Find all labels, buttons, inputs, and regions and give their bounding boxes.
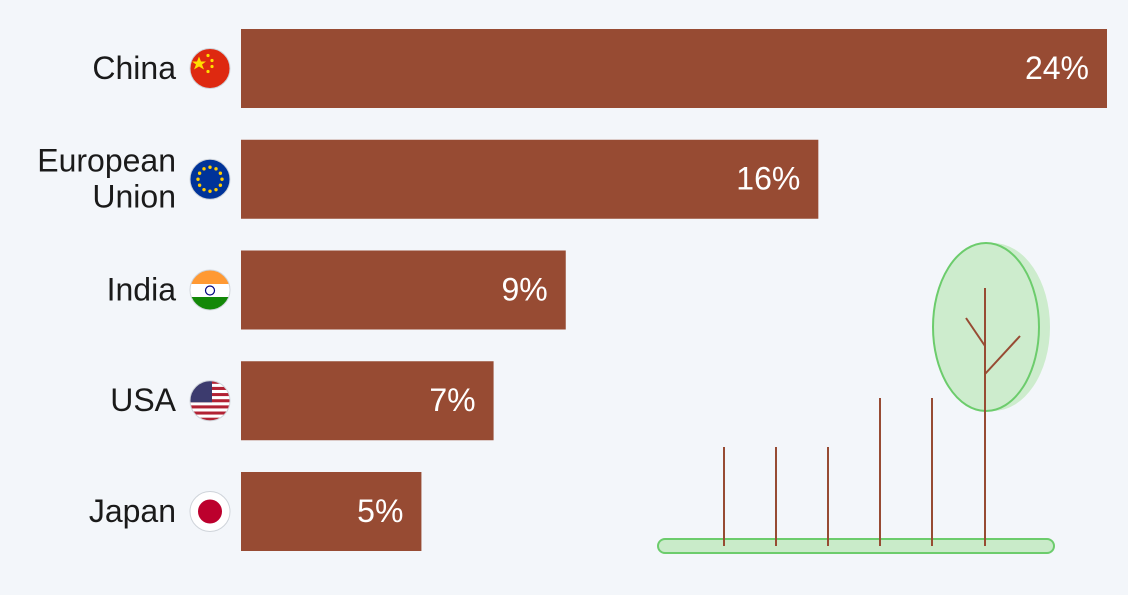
- flag-border: [189, 380, 231, 422]
- flag: [190, 491, 230, 532]
- flag-field: [190, 48, 230, 89]
- flag-star: [220, 177, 224, 181]
- flag-star: [210, 58, 214, 63]
- bar: [241, 250, 566, 330]
- flag-band: [190, 297, 230, 310]
- bar: [241, 472, 422, 551]
- category-label: European Union: [37, 143, 176, 215]
- flag-border: [189, 158, 231, 200]
- flag-star: [218, 183, 223, 187]
- flag-star: [206, 53, 210, 58]
- flag-star: [208, 189, 212, 193]
- category-label: Japan: [89, 493, 176, 529]
- flag-border: [189, 269, 231, 311]
- decoration: [657, 242, 1055, 554]
- flag: [190, 270, 230, 310]
- flag-stripe: [190, 414, 230, 418]
- flag-stripe: [190, 417, 230, 421]
- category-label: India: [107, 271, 177, 307]
- flag-star: [197, 183, 202, 187]
- flag-disc: [198, 499, 222, 524]
- flag-star: [197, 171, 202, 175]
- flag: [190, 48, 230, 89]
- flag-stripe: [190, 411, 230, 415]
- bar: [241, 139, 819, 219]
- flag-star: [210, 64, 214, 69]
- flag-stripe: [190, 405, 230, 409]
- flag-star: [218, 171, 223, 175]
- flag: [190, 159, 230, 200]
- flag-canton: [190, 380, 212, 403]
- value-label: 5%: [357, 493, 403, 529]
- flag-band: [190, 270, 230, 284]
- flag-star: [196, 177, 200, 181]
- flag-wheel: [204, 285, 216, 296]
- flag-border: [189, 491, 231, 532]
- flag-star: [206, 69, 210, 74]
- flag-band: [190, 284, 230, 297]
- category-label: China: [92, 50, 176, 86]
- value-label: 24%: [1025, 50, 1089, 86]
- bar: [241, 361, 494, 441]
- flag-star: [192, 56, 206, 70]
- flag-star: [202, 167, 206, 171]
- flag-star: [214, 187, 218, 192]
- flag-star: [208, 165, 212, 169]
- bar: [241, 29, 1107, 108]
- flag-star: [214, 167, 218, 171]
- flag-star: [202, 187, 206, 192]
- flag-border: [189, 48, 231, 89]
- value-label: 9%: [502, 271, 548, 307]
- value-label: 7%: [429, 382, 475, 418]
- flag-stripe: [190, 408, 230, 412]
- flag-stripe: [190, 402, 230, 406]
- category-label: USA: [110, 382, 176, 418]
- value-label: 16%: [736, 161, 800, 197]
